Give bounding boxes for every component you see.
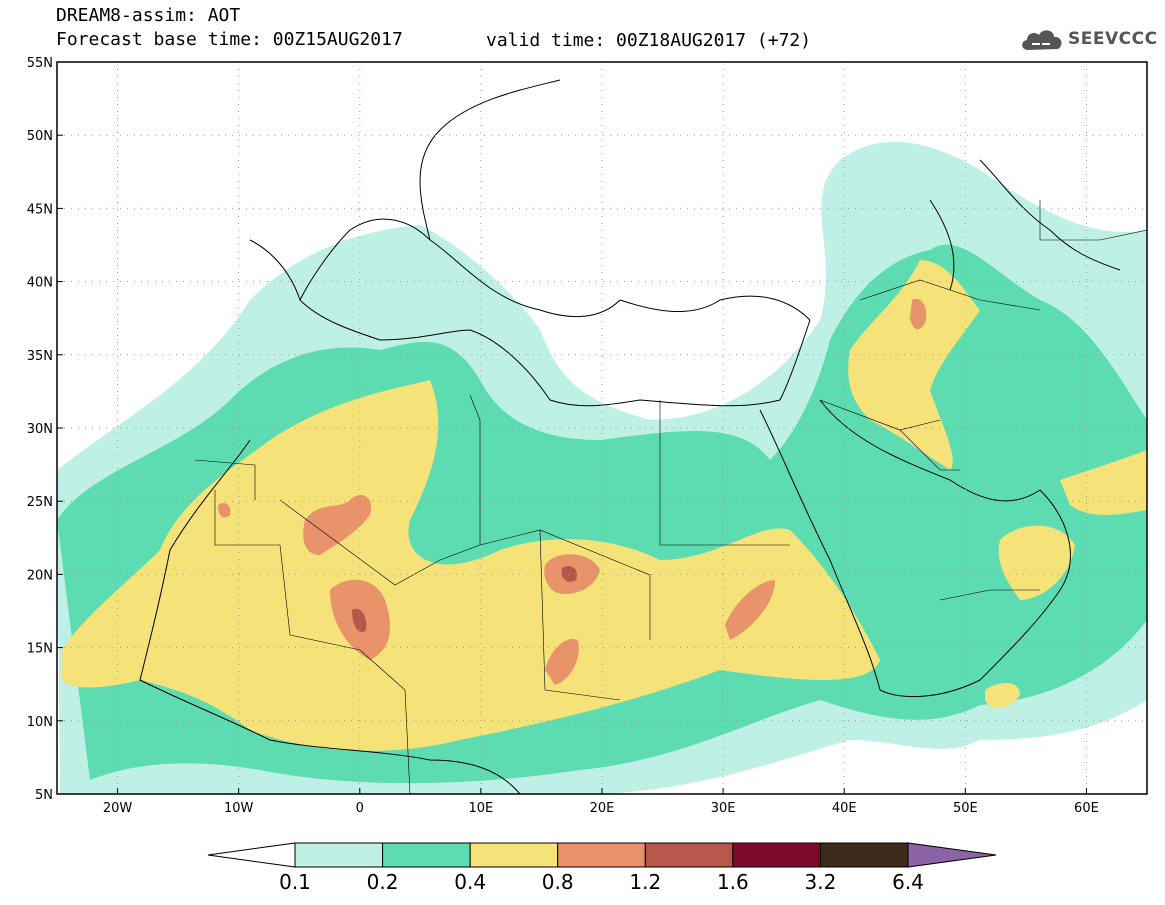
lon-tick-label: 40E — [832, 801, 857, 816]
cloud-icon — [1022, 30, 1062, 50]
aot-band-0.8-sahara — [303, 495, 371, 555]
aot-band-0.8-wsahara — [218, 503, 231, 518]
country-borders — [194, 200, 1147, 794]
colorbar-extend-high — [907, 842, 997, 868]
aot-band-0.4-gulf — [1060, 450, 1147, 515]
aot-band-0.8-sudan — [725, 580, 775, 640]
aot-band-0.8-iraq — [910, 298, 927, 330]
colorbar-label: 1.6 — [717, 870, 749, 894]
lon-tick-label: 60E — [1074, 801, 1099, 816]
lon-tick-label: 0 — [356, 801, 364, 816]
seevccc-logo: SEEVCCC — [1018, 24, 1158, 54]
colorbar — [207, 842, 997, 868]
colorbar-box — [644, 842, 734, 868]
colorbar-label: 3.2 — [805, 870, 837, 894]
colorbar-box — [382, 842, 471, 868]
lon-tick-label: 20E — [590, 801, 615, 816]
aot-band-0.8-chad2 — [545, 639, 579, 685]
colorbar-labels: 0.1 0.2 0.4 0.8 1.2 1.6 3.2 6.4 — [279, 870, 924, 894]
colorbar-label: 0.2 — [367, 870, 399, 894]
colorbar-box — [294, 842, 384, 868]
colorbar-label: 1.2 — [629, 870, 661, 894]
lon-tick-label: 50E — [953, 801, 978, 816]
longitude-labels: 20W 10W 0 10E 20E 30E 40E 50E 60E — [103, 788, 1099, 816]
colorbar-label: 0.4 — [454, 870, 486, 894]
latitude-labels: 55N 50N 45N 40N 35N 30N 25N 20N 15N 10N 5N — [27, 56, 63, 803]
lon-tick-label: 20W — [103, 801, 133, 816]
lat-tick-label: 35N — [27, 349, 53, 364]
lat-tick-label: 50N — [27, 129, 53, 144]
colorbar-label: 6.4 — [892, 870, 924, 894]
colorbar-extend-low — [207, 842, 296, 868]
lon-tick-label: 10E — [469, 801, 494, 816]
colorbar-box — [469, 842, 559, 868]
lat-tick-label: 40N — [27, 276, 53, 291]
colorbar-box — [732, 842, 821, 868]
colorbar-box — [819, 842, 909, 868]
lat-tick-label: 20N — [27, 568, 53, 583]
lon-tick-label: 30E — [711, 801, 736, 816]
aot-band-1.2-chad — [561, 566, 577, 582]
lat-tick-label: 55N — [27, 56, 53, 71]
colorbar-label: 0.8 — [542, 870, 574, 894]
aot-band-0.4 — [62, 380, 880, 751]
logo-text: SEEVCCC — [1068, 29, 1158, 49]
lon-tick-label: 10W — [224, 801, 254, 816]
colorbar-box — [557, 842, 646, 868]
aot-band-0.4-yemen — [985, 683, 1020, 708]
map-title: DREAM8-assim: AOT — [56, 5, 241, 26]
lat-tick-label: 25N — [27, 495, 53, 510]
lat-tick-label: 45N — [27, 202, 53, 217]
colorbar-label: 0.1 — [279, 870, 311, 894]
coastlines — [139, 79, 1121, 794]
aot-band-0.4-oman — [998, 525, 1075, 600]
lat-tick-label: 5N — [35, 788, 53, 803]
aot-field — [57, 141, 1147, 794]
lat-tick-label: 10N — [27, 715, 53, 730]
forecast-base-time: Forecast base time: 00Z15AUG2017 — [56, 29, 403, 50]
graticule — [57, 62, 1147, 794]
lat-tick-label: 30N — [27, 422, 53, 437]
valid-time: valid time: 00Z18AUG2017 (+72) — [486, 30, 812, 51]
aot-band-1.2-mali — [352, 608, 367, 632]
lat-tick-label: 15N — [27, 642, 53, 657]
aot-band-0.4-arabia — [848, 260, 980, 470]
